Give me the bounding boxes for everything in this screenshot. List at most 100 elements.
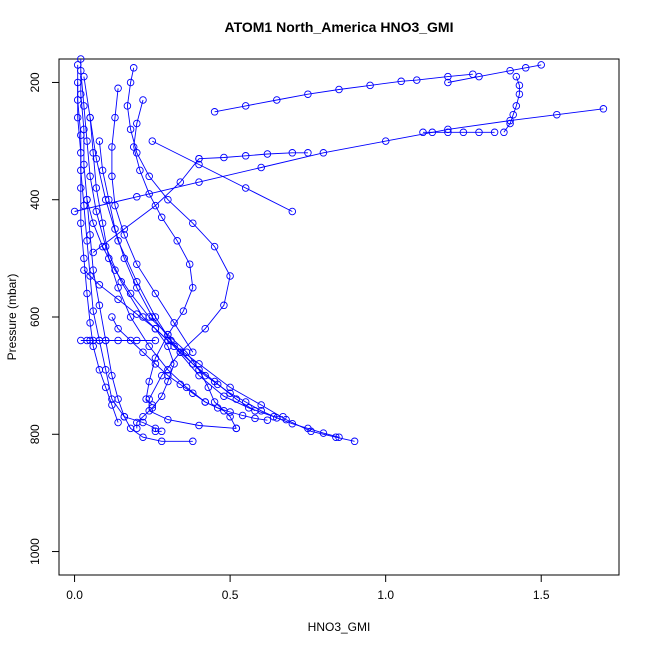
data-point: [83, 195, 91, 204]
data-point: [189, 437, 197, 446]
data-point: [381, 137, 390, 145]
data-point: [164, 366, 172, 374]
data-point: [515, 81, 524, 90]
data-point: [133, 278, 141, 286]
data-point: [80, 72, 88, 81]
data-point: [108, 401, 116, 409]
data-point: [101, 383, 110, 392]
data-point: [105, 195, 113, 204]
series-line: [133, 99, 194, 406]
data-point: [182, 383, 191, 392]
data-point: [108, 313, 116, 321]
series-line: [126, 67, 237, 429]
data-point: [509, 110, 517, 119]
data-point: [220, 392, 228, 400]
data-point: [111, 113, 119, 122]
data-point: [179, 307, 188, 315]
y-axis-label: Pressure (mbar): [5, 274, 19, 361]
data-point: [157, 213, 166, 222]
data-point: [512, 102, 521, 110]
data-point: [263, 416, 272, 424]
data-point: [319, 149, 328, 157]
data-point: [238, 411, 247, 420]
data-point: [114, 283, 122, 292]
data-point: [500, 128, 508, 137]
data-point: [129, 64, 138, 72]
data-point: [506, 66, 514, 75]
data-point: [164, 371, 172, 380]
profile-series: [95, 137, 259, 415]
data-point: [521, 64, 530, 72]
data-point: [164, 195, 172, 204]
data-point: [164, 330, 172, 339]
data-point: [95, 301, 104, 310]
data-point: [332, 433, 340, 441]
data-point: [101, 336, 110, 345]
data-point: [108, 371, 116, 380]
series-line: [83, 269, 175, 429]
data-point: [89, 219, 97, 227]
data-point: [257, 163, 265, 172]
data-point: [142, 395, 150, 403]
data-point: [210, 242, 219, 251]
data-point: [201, 398, 209, 406]
data-point: [77, 66, 85, 75]
y-tick-label: 800: [28, 424, 42, 444]
data-point: [151, 336, 160, 345]
data-point: [232, 395, 241, 403]
data-point: [506, 119, 514, 128]
data-point: [288, 149, 297, 157]
data-point: [133, 418, 141, 427]
profile-series: [86, 113, 228, 415]
data-point: [133, 119, 141, 128]
data-point: [232, 424, 241, 433]
data-point: [304, 90, 312, 98]
profile-series: [80, 266, 178, 433]
data-point: [86, 336, 94, 345]
data-point: [89, 307, 97, 315]
data-point: [77, 149, 85, 157]
data-point: [126, 125, 135, 134]
data-point: [105, 254, 113, 263]
y-axis: 200 400 600 800 1000: [28, 72, 59, 565]
data-point: [89, 248, 97, 257]
data-point: [182, 348, 191, 356]
profile-series: [108, 84, 197, 356]
x-tick-label: 0.0: [66, 588, 83, 602]
data-point: [151, 201, 160, 210]
data-point: [288, 207, 297, 216]
series-line: [89, 117, 225, 412]
data-point: [77, 184, 85, 192]
series-line: [111, 316, 268, 421]
data-point: [148, 404, 157, 412]
y-tick-label: 1000: [28, 538, 42, 565]
data-point: [114, 324, 122, 333]
data-point: [120, 412, 129, 421]
data-point: [273, 96, 281, 104]
data-point: [123, 102, 132, 110]
data-point: [77, 219, 85, 227]
data-point: [170, 319, 178, 327]
data-point: [133, 424, 141, 433]
data-point: [95, 366, 104, 374]
data-point: [133, 310, 141, 318]
data-point: [117, 278, 125, 286]
data-point: [111, 225, 119, 233]
data-point: [319, 429, 328, 437]
y-tick-label: 600: [28, 307, 42, 327]
data-point: [145, 313, 153, 321]
data-point: [170, 360, 178, 368]
data-point: [226, 272, 234, 280]
data-point: [80, 254, 88, 263]
data-point: [157, 427, 166, 436]
data-point: [176, 178, 185, 186]
data-point: [185, 260, 194, 268]
data-point: [189, 219, 197, 227]
data-point: [89, 342, 97, 351]
data-point: [83, 289, 91, 298]
data-point: [164, 342, 172, 351]
data-point: [80, 102, 88, 110]
data-point: [95, 281, 104, 289]
data-point: [83, 137, 91, 145]
data-point: [70, 207, 79, 216]
